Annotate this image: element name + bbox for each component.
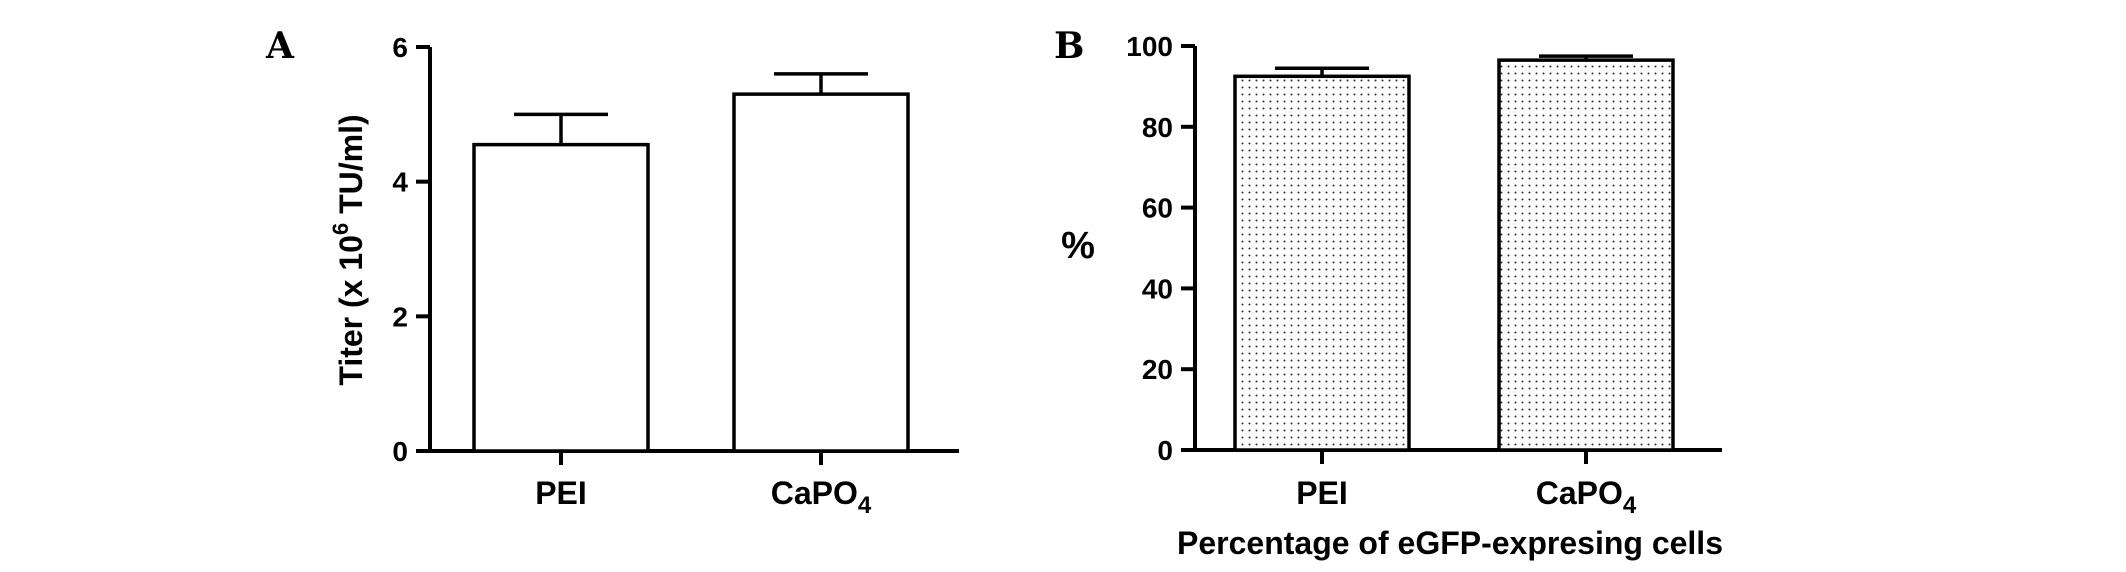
bar-pei — [472, 142, 650, 453]
category-name: PEI — [1296, 475, 1348, 511]
bar-capo — [732, 92, 910, 453]
panel-b-chart: B % 0 20 40 60 80 100 PEI CaPO4 Percentage of … — [1054, 25, 1723, 561]
y-tick-label: 2 — [392, 301, 408, 332]
y-tick-label: 60 — [1142, 193, 1173, 224]
y-tick-label: 20 — [1142, 354, 1173, 385]
y-tick-label: 100 — [1126, 31, 1173, 62]
category-name: PEI — [535, 475, 587, 511]
y-tick-label: 80 — [1142, 112, 1173, 143]
category-name: CaPO — [1536, 475, 1623, 511]
y-tick-label: 0 — [1157, 435, 1173, 466]
category-name: CaPO — [771, 475, 858, 511]
y-tick-label: 40 — [1142, 273, 1173, 304]
bar-capo — [1497, 58, 1675, 452]
y-tick-label: 4 — [392, 167, 408, 198]
panel-a-letter: A — [265, 25, 295, 67]
x-tick-label: PEI — [1296, 475, 1348, 511]
x-tick-label: CaPO4 — [771, 475, 872, 519]
panel-b-x-axis-title: Percentage of eGFP-expresing cells — [1177, 525, 1723, 561]
panel-b-y-axis-title: % — [1061, 225, 1095, 267]
category-subscript: 4 — [1623, 492, 1637, 519]
panel-b-letter: B — [1054, 25, 1084, 67]
y-tick-label: 6 — [392, 32, 408, 63]
x-tick-label: CaPO4 — [1536, 475, 1637, 519]
y-tick-label: 0 — [392, 436, 408, 467]
bar-pei — [1233, 74, 1411, 452]
category-subscript: 4 — [858, 492, 872, 519]
panel-a-y-axis-title: Titer (x 106 TU/ml) — [328, 114, 369, 385]
x-tick-label: PEI — [535, 475, 587, 511]
